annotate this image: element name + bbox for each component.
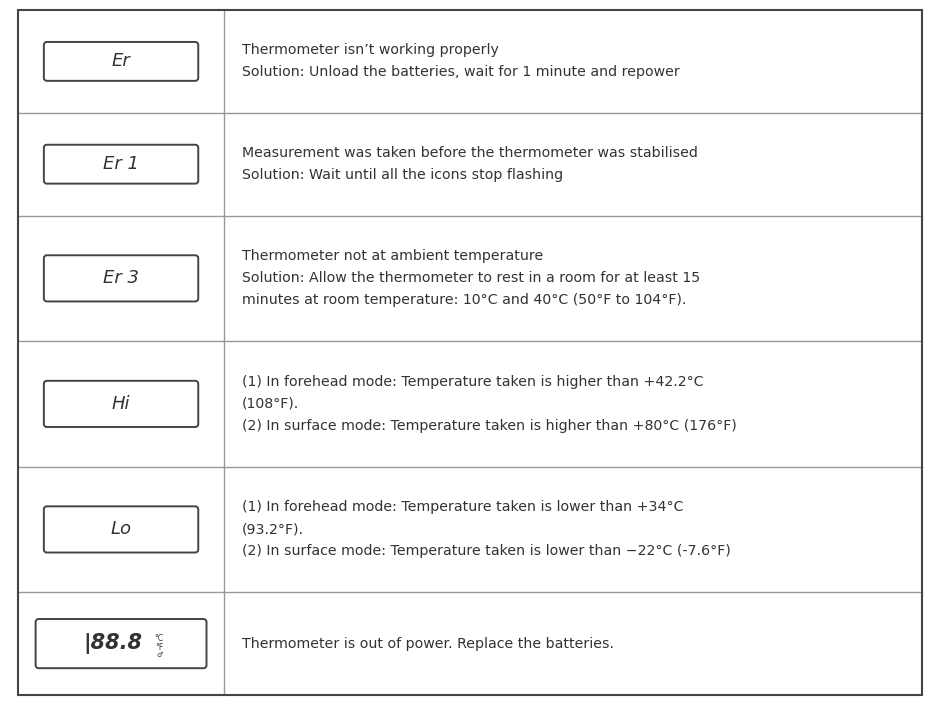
Text: °C: °C (154, 634, 164, 643)
Text: Solution: Unload the batteries, wait for 1 minute and repower: Solution: Unload the batteries, wait for… (243, 66, 680, 80)
Text: °F: °F (155, 643, 164, 652)
Text: Measurement was taken before the thermometer was stabilised: Measurement was taken before the thermom… (243, 146, 698, 160)
FancyBboxPatch shape (44, 145, 198, 183)
Text: (1) In forehead mode: Temperature taken is higher than +42.2°C: (1) In forehead mode: Temperature taken … (243, 375, 704, 389)
FancyBboxPatch shape (44, 506, 198, 553)
Text: Lo: Lo (111, 520, 132, 539)
Text: minutes at room temperature: 10°C and 40°C (50°F to 104°F).: minutes at room temperature: 10°C and 40… (243, 293, 686, 307)
Text: (108°F).: (108°F). (243, 397, 299, 411)
Text: (2) In surface mode: Temperature taken is higher than +80°C (176°F): (2) In surface mode: Temperature taken i… (243, 419, 737, 433)
Text: Hi: Hi (112, 395, 131, 413)
Text: Solution: Allow the thermometer to rest in a room for at least 15: Solution: Allow the thermometer to rest … (243, 271, 700, 286)
FancyBboxPatch shape (44, 381, 198, 427)
FancyBboxPatch shape (36, 619, 207, 668)
Text: |88.8: |88.8 (84, 633, 143, 654)
Text: (93.2°F).: (93.2°F). (243, 522, 305, 537)
Text: ♂: ♂ (157, 651, 164, 658)
Text: Solution: Wait until all the icons stop flashing: Solution: Wait until all the icons stop … (243, 168, 563, 182)
Text: Thermometer isn’t working properly: Thermometer isn’t working properly (243, 44, 499, 57)
Text: (2) In surface mode: Temperature taken is lower than −22°C (-7.6°F): (2) In surface mode: Temperature taken i… (243, 544, 731, 558)
Text: Er: Er (112, 52, 131, 70)
Text: (1) In forehead mode: Temperature taken is lower than +34°C: (1) In forehead mode: Temperature taken … (243, 501, 683, 515)
Text: Thermometer not at ambient temperature: Thermometer not at ambient temperature (243, 250, 543, 264)
FancyBboxPatch shape (44, 42, 198, 81)
Text: Er 1: Er 1 (103, 155, 139, 173)
Text: Thermometer is out of power. Replace the batteries.: Thermometer is out of power. Replace the… (243, 637, 614, 651)
Text: Er 3: Er 3 (103, 269, 139, 288)
FancyBboxPatch shape (44, 255, 198, 302)
